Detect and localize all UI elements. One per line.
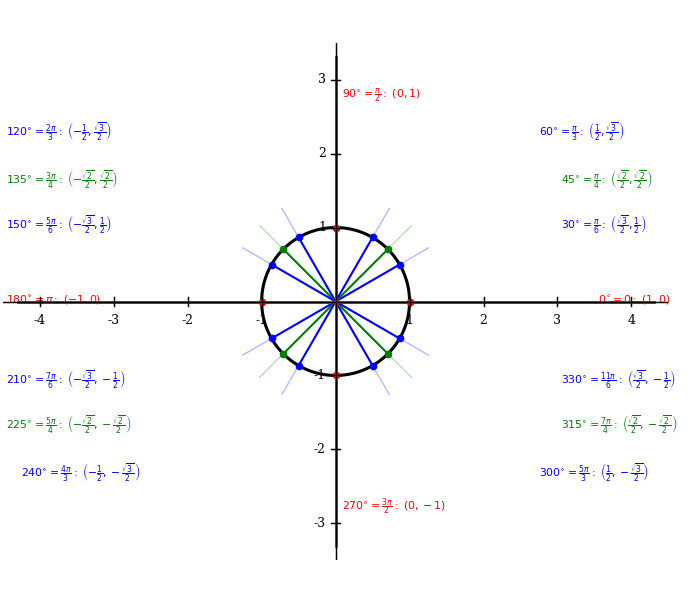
Text: -2: -2 [182,314,194,327]
Text: 1: 1 [318,221,326,234]
Text: $180^{\circ}=\pi:$ $(-1,0)$: $180^{\circ}=\pi:$ $(-1,0)$ [6,294,101,306]
Text: $330^{\circ}=\frac{11\pi}{6}:$ $\left(\frac{\sqrt{3}}{2},-\frac{1}{2}\right)$: $330^{\circ}=\frac{11\pi}{6}:$ $\left(\f… [561,368,676,390]
Text: -3: -3 [314,517,326,530]
Text: $60^{\circ}=\frac{\pi}{3}:$ $\left(\frac{1}{2},\frac{\sqrt{3}}{2}\right)$: $60^{\circ}=\frac{\pi}{3}:$ $\left(\frac… [539,121,624,142]
Text: 3: 3 [318,73,326,86]
Text: $225^{\circ}=\frac{5\pi}{4}:$ $\left(-\frac{\sqrt{2}}{2},-\frac{\sqrt{2}}{2}\rig: $225^{\circ}=\frac{5\pi}{4}:$ $\left(-\f… [6,412,132,435]
Text: -1: -1 [256,314,267,327]
Text: $210^{\circ}=\frac{7\pi}{6}:$ $\left(-\frac{\sqrt{3}}{2},-\frac{1}{2}\right)$: $210^{\circ}=\frac{7\pi}{6}:$ $\left(-\f… [6,368,126,390]
Text: -3: -3 [108,314,120,327]
Text: $300^{\circ}=\frac{5\pi}{3}:$ $\left(\frac{1}{2},-\frac{\sqrt{3}}{2}\right)$: $300^{\circ}=\frac{5\pi}{3}:$ $\left(\fr… [539,461,649,482]
Text: 2: 2 [318,147,326,160]
Text: 3: 3 [554,314,561,327]
Text: $240^{\circ}=\frac{4\pi}{3}:$ $\left(-\frac{1}{2},-\frac{\sqrt{3}}{2}\right)$: $240^{\circ}=\frac{4\pi}{3}:$ $\left(-\f… [21,461,141,482]
Text: 4: 4 [627,314,636,327]
Text: 2: 2 [480,314,487,327]
Text: -2: -2 [314,443,326,456]
Text: -1: -1 [314,369,326,382]
Text: $150^{\circ}=\frac{5\pi}{6}:$ $\left(-\frac{\sqrt{3}}{2},\frac{1}{2}\right)$: $150^{\circ}=\frac{5\pi}{6}:$ $\left(-\f… [6,213,113,235]
Text: $90^{\circ}=\frac{\pi}{2}:$ $(0,1)$: $90^{\circ}=\frac{\pi}{2}:$ $(0,1)$ [342,86,421,106]
Text: $45^{\circ}=\frac{\pi}{4}:$ $\left(\frac{\sqrt{2}}{2},\frac{\sqrt{2}}{2}\right)$: $45^{\circ}=\frac{\pi}{4}:$ $\left(\frac… [561,168,652,191]
Text: -4: -4 [34,314,46,327]
Text: $135^{\circ}=\frac{3\pi}{4}:$ $\left(-\frac{\sqrt{2}}{2},\frac{\sqrt{2}}{2}\righ: $135^{\circ}=\frac{3\pi}{4}:$ $\left(-\f… [6,168,118,191]
Text: 1: 1 [405,314,414,327]
Text: $0^{\circ}=0:$ $(1,0)$: $0^{\circ}=0:$ $(1,0)$ [598,294,671,306]
Text: $270^{\circ}=\frac{3\pi}{2}:$ $(0,-1)$: $270^{\circ}=\frac{3\pi}{2}:$ $(0,-1)$ [342,496,445,518]
Text: $30^{\circ}=\frac{\pi}{6}:$ $\left(\frac{\sqrt{3}}{2},\frac{1}{2}\right)$: $30^{\circ}=\frac{\pi}{6}:$ $\left(\frac… [561,213,647,235]
Text: $120^{\circ}=\frac{2\pi}{3}:$ $\left(-\frac{1}{2},\frac{\sqrt{3}}{2}\right)$: $120^{\circ}=\frac{2\pi}{3}:$ $\left(-\f… [6,121,113,142]
Text: $315^{\circ}=\frac{7\pi}{4}:$ $\left(\frac{\sqrt{2}}{2},-\frac{\sqrt{2}}{2}\righ: $315^{\circ}=\frac{7\pi}{4}:$ $\left(\fr… [561,412,678,435]
